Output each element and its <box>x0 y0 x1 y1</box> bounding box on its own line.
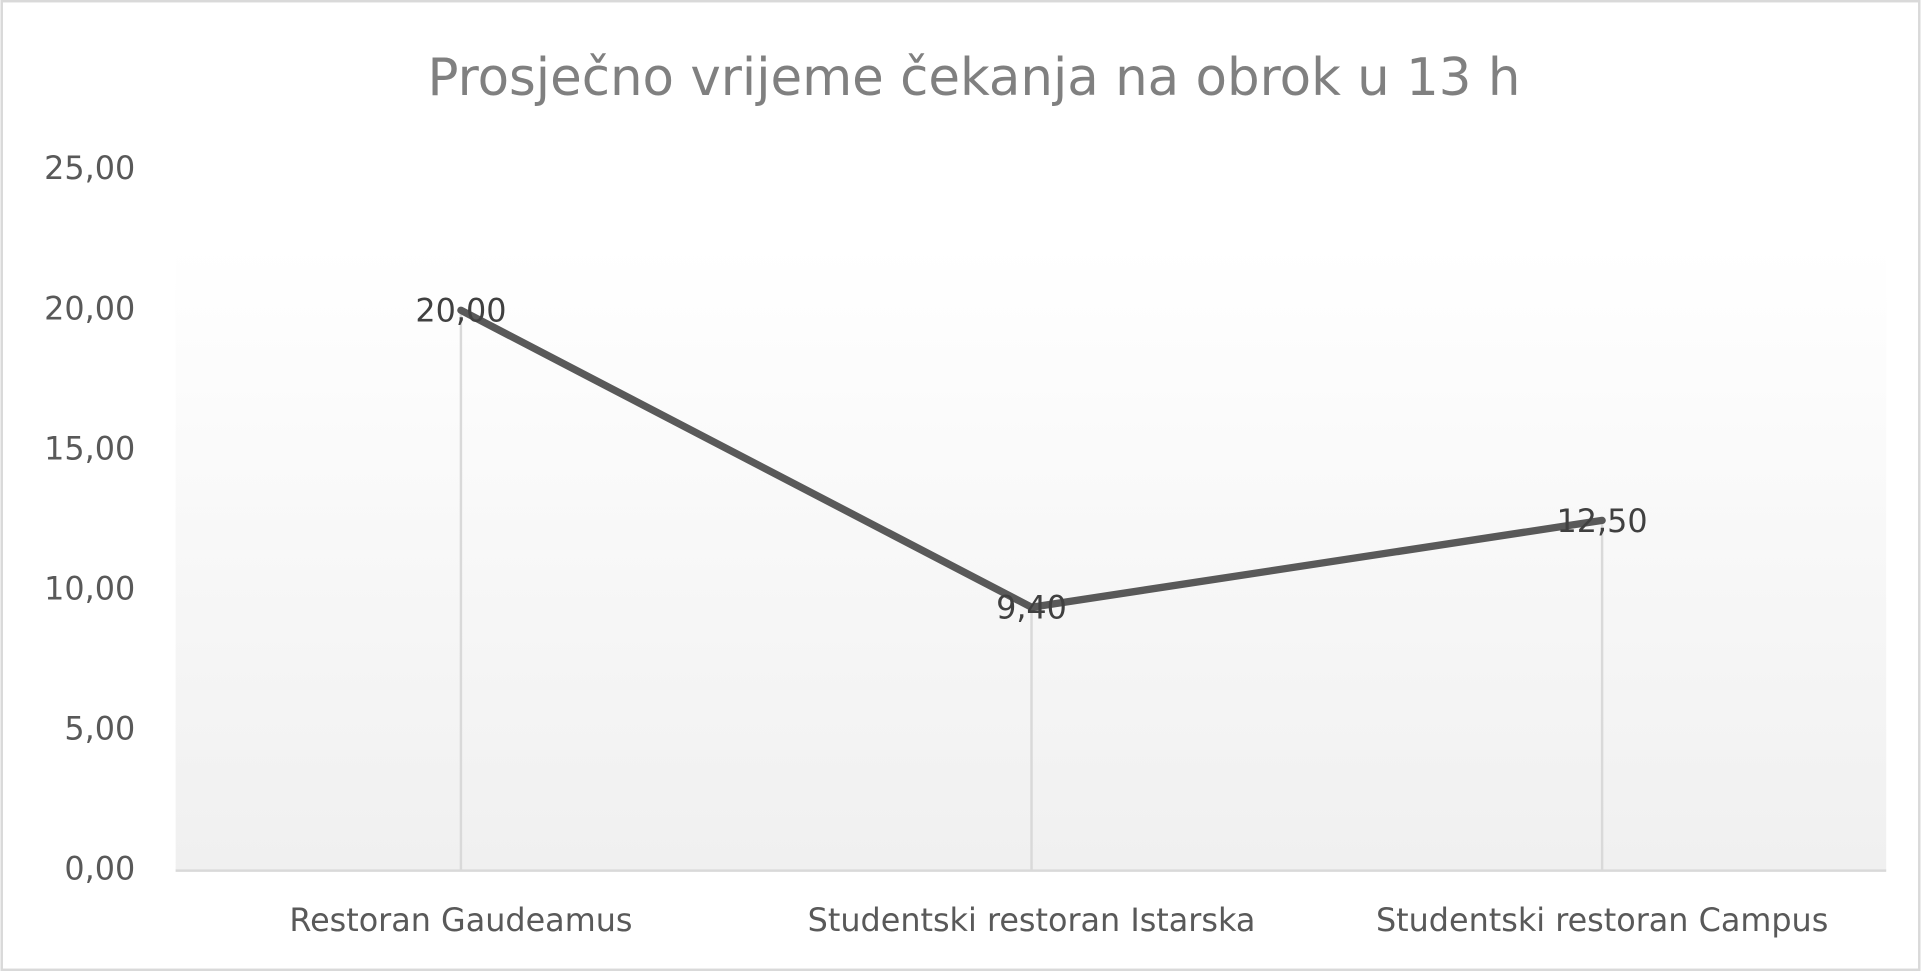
y-tick-label: 20,00 <box>44 289 135 327</box>
x-tick-label: Restoran Gaudeamus <box>289 901 632 939</box>
y-tick-label: 25,00 <box>44 149 135 187</box>
y-tick-label: 10,00 <box>44 569 135 607</box>
x-tick-label: Studentski restoran Istarska <box>808 901 1256 939</box>
data-label: 9,40 <box>996 589 1067 627</box>
chart-title: Prosječno vrijeme čekanja na obrok u 13 … <box>427 48 1520 108</box>
data-label: 20,00 <box>415 292 506 330</box>
y-tick-label: 0,00 <box>64 850 135 888</box>
data-label: 12,50 <box>1557 502 1648 540</box>
line <box>457 306 1606 611</box>
x-tick-label: Studentski restoran Campus <box>1376 901 1828 939</box>
y-tick-label: 15,00 <box>44 429 135 467</box>
y-tick-label: 5,00 <box>64 710 135 748</box>
